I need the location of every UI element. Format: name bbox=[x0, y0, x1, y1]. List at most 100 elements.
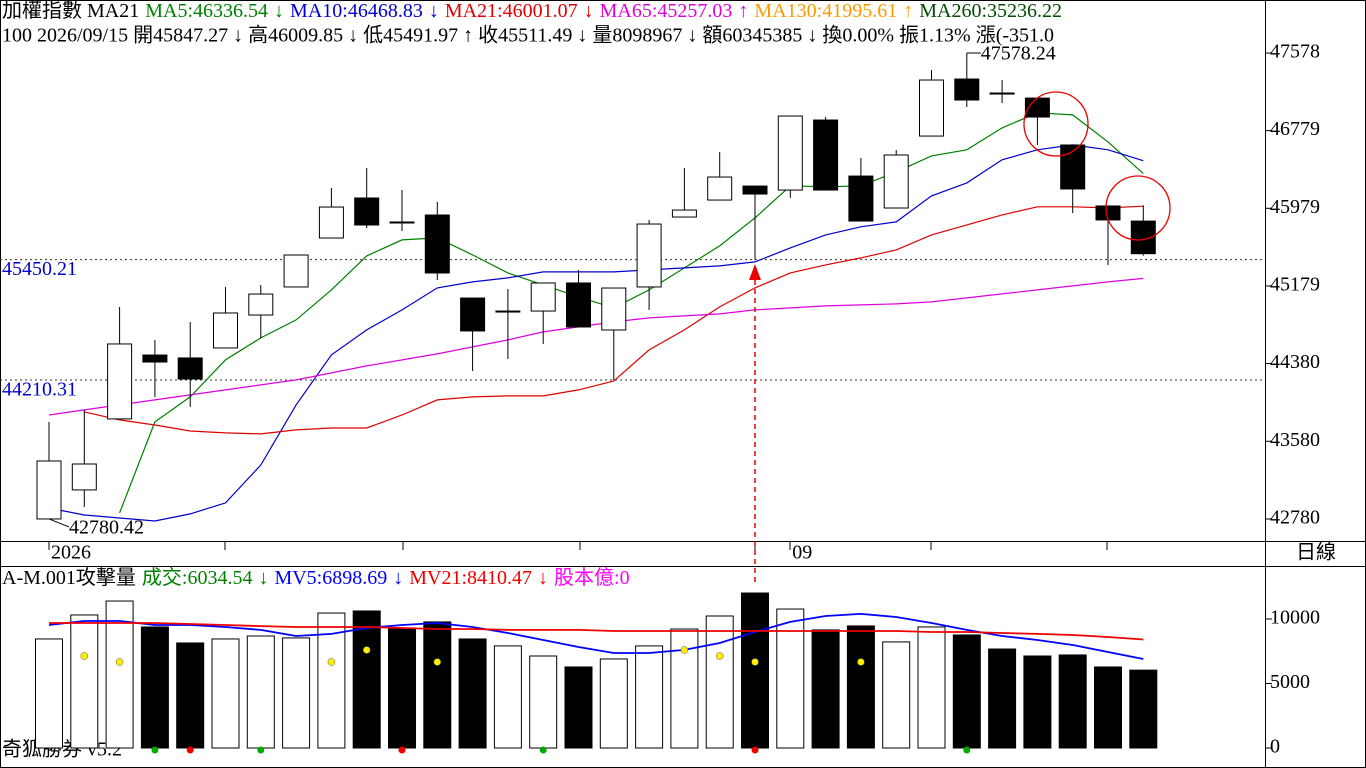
volume-bar bbox=[776, 608, 805, 749]
legend-item: MA5:46336.54 bbox=[145, 0, 268, 22]
volume-bar bbox=[882, 641, 911, 749]
volume-bar bbox=[705, 615, 734, 749]
period: 日線 bbox=[1296, 541, 1336, 564]
volume-bar bbox=[917, 626, 946, 749]
volume-bar bbox=[529, 655, 558, 749]
volume-bar bbox=[741, 592, 769, 749]
candle-body bbox=[460, 297, 486, 332]
volume-bar bbox=[952, 634, 981, 749]
candle-body bbox=[636, 223, 662, 288]
y-tick-label: 43580 bbox=[1270, 429, 1320, 451]
reference-label: 44210.31 bbox=[2, 379, 77, 401]
candle-body bbox=[919, 79, 944, 137]
signal-dot bbox=[751, 746, 759, 754]
ma-line bbox=[119, 112, 1144, 514]
candle-body bbox=[883, 154, 909, 209]
y-tick-label: 45179 bbox=[1270, 274, 1320, 296]
signal-dot bbox=[186, 746, 194, 754]
candle-body bbox=[389, 221, 415, 224]
legend-item: ↓ bbox=[429, 0, 439, 22]
legend-item: MA10:46468.83 bbox=[290, 0, 423, 22]
volume-bar bbox=[352, 610, 381, 749]
candle-body bbox=[671, 209, 697, 218]
signal-dot bbox=[680, 646, 689, 654]
volume-bar bbox=[1023, 655, 1052, 749]
volume-bar bbox=[635, 645, 664, 749]
volume-bar bbox=[246, 635, 275, 749]
candle-body bbox=[601, 287, 627, 331]
legend-item: ↓ bbox=[258, 567, 268, 589]
signal-dot bbox=[151, 746, 159, 754]
legend-item: MV21:8410.47 bbox=[409, 567, 532, 589]
signal-dot bbox=[715, 652, 724, 660]
ma-line bbox=[48, 277, 1144, 416]
candle-body bbox=[248, 293, 274, 316]
candle-body bbox=[283, 254, 309, 288]
legend-item: MA260:35236.22 bbox=[919, 0, 1062, 22]
legend-item: ↓ bbox=[393, 567, 403, 589]
legend-item: ↑ bbox=[738, 0, 748, 22]
volume-bar bbox=[458, 638, 487, 749]
volume-bar bbox=[599, 658, 628, 749]
high-label: 47578.24 bbox=[981, 43, 1056, 65]
legend-item: MV5:6898.69 bbox=[274, 567, 387, 589]
reference-label: 45450.21 bbox=[2, 258, 77, 280]
info-line: 100 2026/09/15 開45847.27 ↓ 高46009.85 ↓ 低… bbox=[2, 24, 1054, 47]
candle-body bbox=[707, 176, 733, 201]
candle-body bbox=[71, 463, 97, 491]
volume-bar bbox=[811, 629, 840, 749]
volume-bar bbox=[1129, 669, 1158, 749]
volume-bar bbox=[564, 666, 593, 749]
y-tick-label: 46779 bbox=[1270, 118, 1320, 140]
x-tick-label: 2026 bbox=[51, 542, 91, 564]
legend: 加權指數 MA21 MA5:46336.54 ↓ MA10:46468.83 ↓ MA21… bbox=[2, 0, 1062, 22]
legend-item: ↑ bbox=[903, 0, 913, 22]
volume-bar bbox=[1094, 666, 1122, 749]
legend-item: A-M.001攻擊量 bbox=[2, 566, 136, 589]
highlight-circle bbox=[1105, 175, 1171, 241]
candle-body bbox=[1060, 144, 1086, 190]
signal-dot bbox=[539, 746, 547, 754]
y-tick-label: 5000 bbox=[1270, 671, 1310, 693]
x-tick-label: 09 bbox=[792, 542, 812, 564]
volume-bar bbox=[105, 600, 134, 749]
label-connector bbox=[48, 518, 70, 528]
candle-body bbox=[424, 214, 450, 274]
candle-body bbox=[954, 78, 980, 101]
y-tick-label: 45979 bbox=[1270, 196, 1320, 218]
volume-bar bbox=[846, 625, 875, 749]
signal-dot bbox=[327, 658, 336, 666]
volume-bar bbox=[1058, 654, 1087, 749]
y-tick-label: 47578 bbox=[1270, 41, 1320, 63]
signal-dot bbox=[115, 658, 124, 666]
volume-bar bbox=[282, 637, 311, 749]
legend-item: 加權指數 MA21 bbox=[2, 0, 139, 22]
legend-item: ↓ bbox=[274, 0, 284, 22]
arrow-head bbox=[749, 264, 761, 280]
x-separators bbox=[48, 541, 1108, 550]
volume-bar bbox=[493, 645, 522, 749]
candle-body bbox=[813, 119, 839, 191]
volume-bar bbox=[317, 612, 346, 749]
mv-line bbox=[49, 622, 1144, 641]
y-tick-label: 10000 bbox=[1270, 607, 1320, 629]
legend-item: 股本億:0 bbox=[554, 566, 630, 589]
legend-item: MA65:45257.03 bbox=[600, 0, 733, 22]
y-tick-label: 44380 bbox=[1270, 351, 1320, 373]
signal-dot bbox=[257, 746, 265, 754]
signal-dot bbox=[857, 658, 865, 666]
y-tick-label: 0 bbox=[1270, 736, 1280, 758]
candle-body bbox=[142, 354, 168, 363]
signal-dot bbox=[362, 646, 371, 654]
volume-bar bbox=[70, 614, 99, 749]
y-tick-label: 42780 bbox=[1270, 507, 1320, 529]
legend-item: ↓ bbox=[538, 567, 548, 589]
volume-bar bbox=[176, 642, 205, 749]
candle-body bbox=[354, 197, 380, 226]
signal-dot bbox=[80, 652, 89, 660]
signal-dot bbox=[751, 658, 759, 666]
volume-bar bbox=[423, 621, 452, 749]
legend-item: MA21:46001.07 bbox=[445, 0, 578, 22]
ma-line bbox=[48, 144, 1144, 522]
